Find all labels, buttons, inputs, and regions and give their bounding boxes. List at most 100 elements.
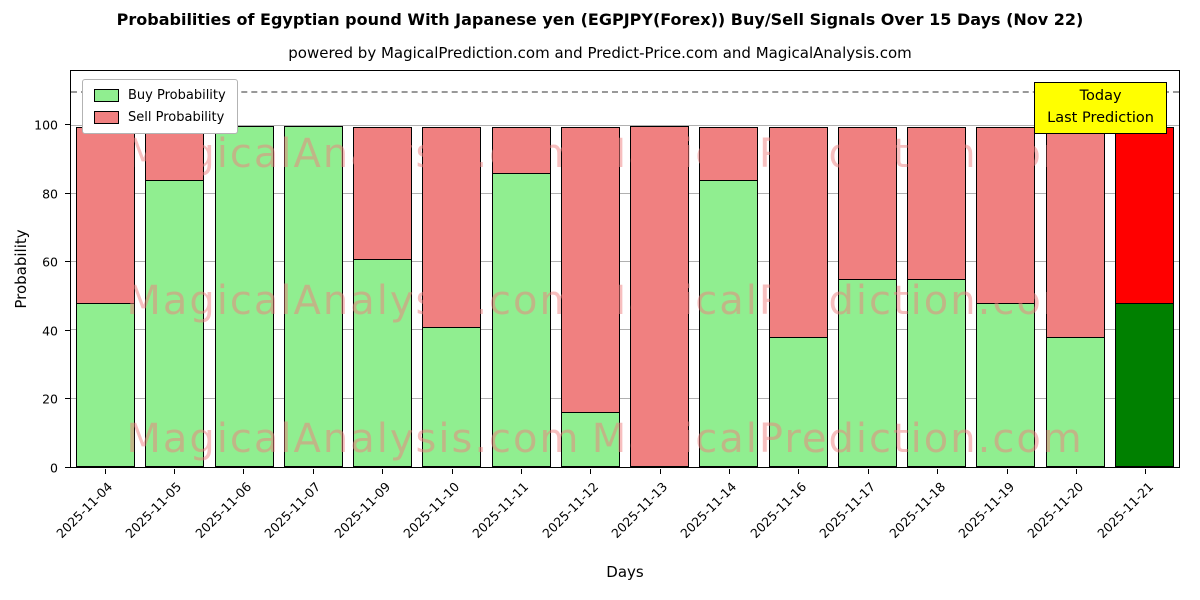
- buy-segment: [145, 180, 205, 467]
- y-tick-label: 100: [34, 117, 58, 133]
- gridline-40: [71, 329, 1179, 331]
- buy-segment: [76, 303, 136, 467]
- legend-item: Buy Probability: [94, 88, 226, 103]
- y-axis-ticks: 0 20 40 60 80 100: [0, 70, 70, 476]
- bar-slot: [694, 71, 763, 467]
- sell-segment: [491, 126, 551, 175]
- y-tick-label: 60: [42, 254, 58, 270]
- legend-swatch: [94, 89, 119, 102]
- bar-2025-11-06: [214, 71, 274, 467]
- bar-2025-11-09: [353, 71, 413, 467]
- bar-slot: [764, 71, 833, 467]
- x-tick-mark: [174, 469, 176, 474]
- bar-slot: [279, 71, 348, 467]
- bar-2025-11-13: [630, 71, 690, 467]
- legend: Buy Probability Sell Probability: [82, 79, 238, 134]
- x-tick-label: 2025-11-19: [955, 479, 1018, 541]
- buy-segment: [768, 337, 828, 467]
- bar-2025-11-07: [283, 71, 343, 467]
- bar-slot: [971, 71, 1040, 467]
- x-tick-mark: [729, 469, 731, 474]
- bar-2025-11-16: [768, 71, 828, 467]
- y-tick-mark: [65, 467, 70, 468]
- x-tick-mark: [520, 469, 522, 474]
- bars-layer: [71, 71, 1179, 467]
- legend-label: Buy Probability: [128, 88, 226, 103]
- buy-segment: [283, 125, 343, 467]
- sell-segment: [353, 126, 413, 260]
- x-axis-label: Days: [606, 563, 644, 581]
- bar-slot: [833, 71, 902, 467]
- bar-slot: [140, 71, 209, 467]
- x-tick-label: 2025-11-07: [261, 479, 324, 541]
- x-tick-mark: [798, 469, 800, 474]
- bar-slot: [71, 71, 140, 467]
- y-tick-mark: [65, 192, 70, 194]
- y-tick-label: 40: [42, 323, 58, 339]
- buy-segment: [422, 327, 482, 467]
- sell-segment: [907, 126, 967, 281]
- sell-segment: [560, 126, 620, 414]
- x-tick-mark: [243, 469, 245, 474]
- legend-label: Sell Probability: [128, 110, 225, 125]
- bar-slot: [210, 71, 279, 467]
- legend-item: Sell Probability: [94, 110, 226, 125]
- sell-segment: [76, 126, 136, 305]
- x-tick-label: 2025-11-10: [400, 479, 463, 541]
- y-tick-label: 0: [50, 460, 58, 476]
- x-tick-mark: [1006, 469, 1008, 474]
- bar-slot: [902, 71, 971, 467]
- buy-segment: [353, 258, 413, 467]
- plot-area: MagicalAnalysis.com MagicalPrediction.com…: [70, 70, 1180, 468]
- x-tick-label: 2025-11-14: [677, 479, 740, 541]
- x-tick-mark: [382, 469, 384, 474]
- buy-segment: [907, 279, 967, 467]
- today-annotation: Today Last Prediction: [1034, 82, 1167, 134]
- x-tick-label: 2025-11-06: [192, 479, 255, 541]
- today-annotation-line1: Today: [1079, 88, 1122, 104]
- x-tick-label: 2025-11-09: [330, 479, 393, 541]
- bar-2025-11-18: [907, 71, 967, 467]
- x-tick-label: 2025-11-05: [122, 479, 185, 541]
- bar-2025-11-17: [837, 71, 897, 467]
- bar-slot: [417, 71, 486, 467]
- x-tick-mark: [1075, 469, 1077, 474]
- x-tick-mark: [659, 469, 661, 474]
- x-tick-mark: [867, 469, 869, 474]
- bar-2025-11-21: [1114, 71, 1174, 467]
- x-tick-mark: [590, 469, 592, 474]
- bar-2025-11-19: [976, 71, 1036, 467]
- bar-2025-11-14: [699, 71, 759, 467]
- bar-2025-11-20: [1045, 71, 1105, 467]
- today-annotation-line2: Last Prediction: [1047, 109, 1154, 126]
- chart-subtitle: powered by MagicalPrediction.com and Pre…: [288, 44, 912, 62]
- x-tick-label: 2025-11-16: [747, 479, 810, 541]
- x-tick-label: 2025-11-20: [1024, 479, 1087, 541]
- gridline-20: [71, 397, 1179, 399]
- buy-segment: [491, 173, 551, 467]
- gridline-100: [71, 124, 1179, 126]
- buy-segment: [1045, 337, 1105, 467]
- sell-segment: [837, 126, 897, 281]
- x-tick-label: 2025-11-13: [608, 479, 671, 541]
- sell-segment: [768, 126, 828, 339]
- x-tick-mark: [104, 469, 106, 474]
- bar-2025-11-10: [422, 71, 482, 467]
- buy-segment: [1114, 303, 1174, 467]
- sell-segment: [1114, 126, 1174, 305]
- y-tick-label: 80: [42, 186, 58, 202]
- x-tick-label: 2025-11-21: [1093, 479, 1156, 541]
- bar-2025-11-12: [560, 71, 620, 467]
- y-tick-mark: [65, 398, 70, 400]
- buy-segment: [560, 412, 620, 467]
- x-tick-label: 2025-11-11: [469, 479, 532, 541]
- threshold-dashed-line: [71, 91, 1179, 94]
- y-tick-label: 20: [42, 391, 58, 407]
- bar-slot: [556, 71, 625, 467]
- y-tick-mark: [65, 123, 70, 125]
- sell-segment: [976, 126, 1036, 305]
- bar-slot: [1041, 71, 1110, 467]
- bar-slot: [625, 71, 694, 467]
- bar-slot: [1110, 71, 1179, 467]
